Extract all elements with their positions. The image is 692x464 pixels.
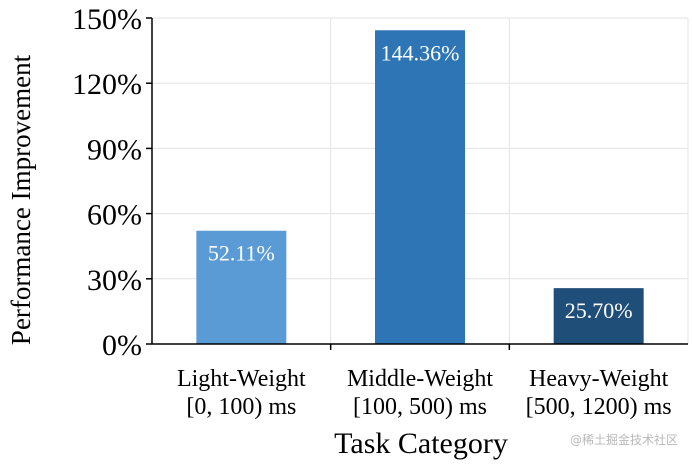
y-axis-title: Performance Improvement xyxy=(6,54,36,345)
y-tick-label: 90% xyxy=(87,133,142,166)
data-label-1: 52.11% xyxy=(208,241,275,266)
y-tick-label: 120% xyxy=(72,68,142,101)
watermark: @稀土掘金技术社区 xyxy=(569,433,678,447)
bar-3 xyxy=(553,288,644,344)
x-category-label: [0, 100) ms xyxy=(186,394,296,420)
y-tick-label: 30% xyxy=(87,264,142,297)
data-labels: 52.11% 144.36% 25.70% xyxy=(208,40,633,323)
y-tick-label: 150% xyxy=(72,3,142,36)
bars xyxy=(196,30,644,345)
x-category-label: [100, 500) ms xyxy=(353,394,487,420)
x-category-label: Heavy-Weight xyxy=(529,366,669,392)
y-tick-label: 60% xyxy=(87,199,142,232)
x-category-label: Middle-Weight xyxy=(347,366,493,392)
x-category-label: Light-Weight xyxy=(177,366,306,392)
x-axis-title: Task Category xyxy=(334,427,508,460)
x-category-labels: Light-Weight[0, 100) ms Middle-Weight[100… xyxy=(177,366,672,420)
x-category-label: [500, 1200) ms xyxy=(526,394,672,420)
data-label-3: 25.70% xyxy=(565,298,633,323)
bar-2 xyxy=(375,30,465,345)
y-ticks: 0% 30% 60% 90% 120% 150% xyxy=(72,3,152,362)
bar-1 xyxy=(196,230,287,344)
axes xyxy=(151,18,688,350)
data-label-2: 144.36% xyxy=(381,40,460,65)
y-tick-label: 0% xyxy=(102,329,142,362)
